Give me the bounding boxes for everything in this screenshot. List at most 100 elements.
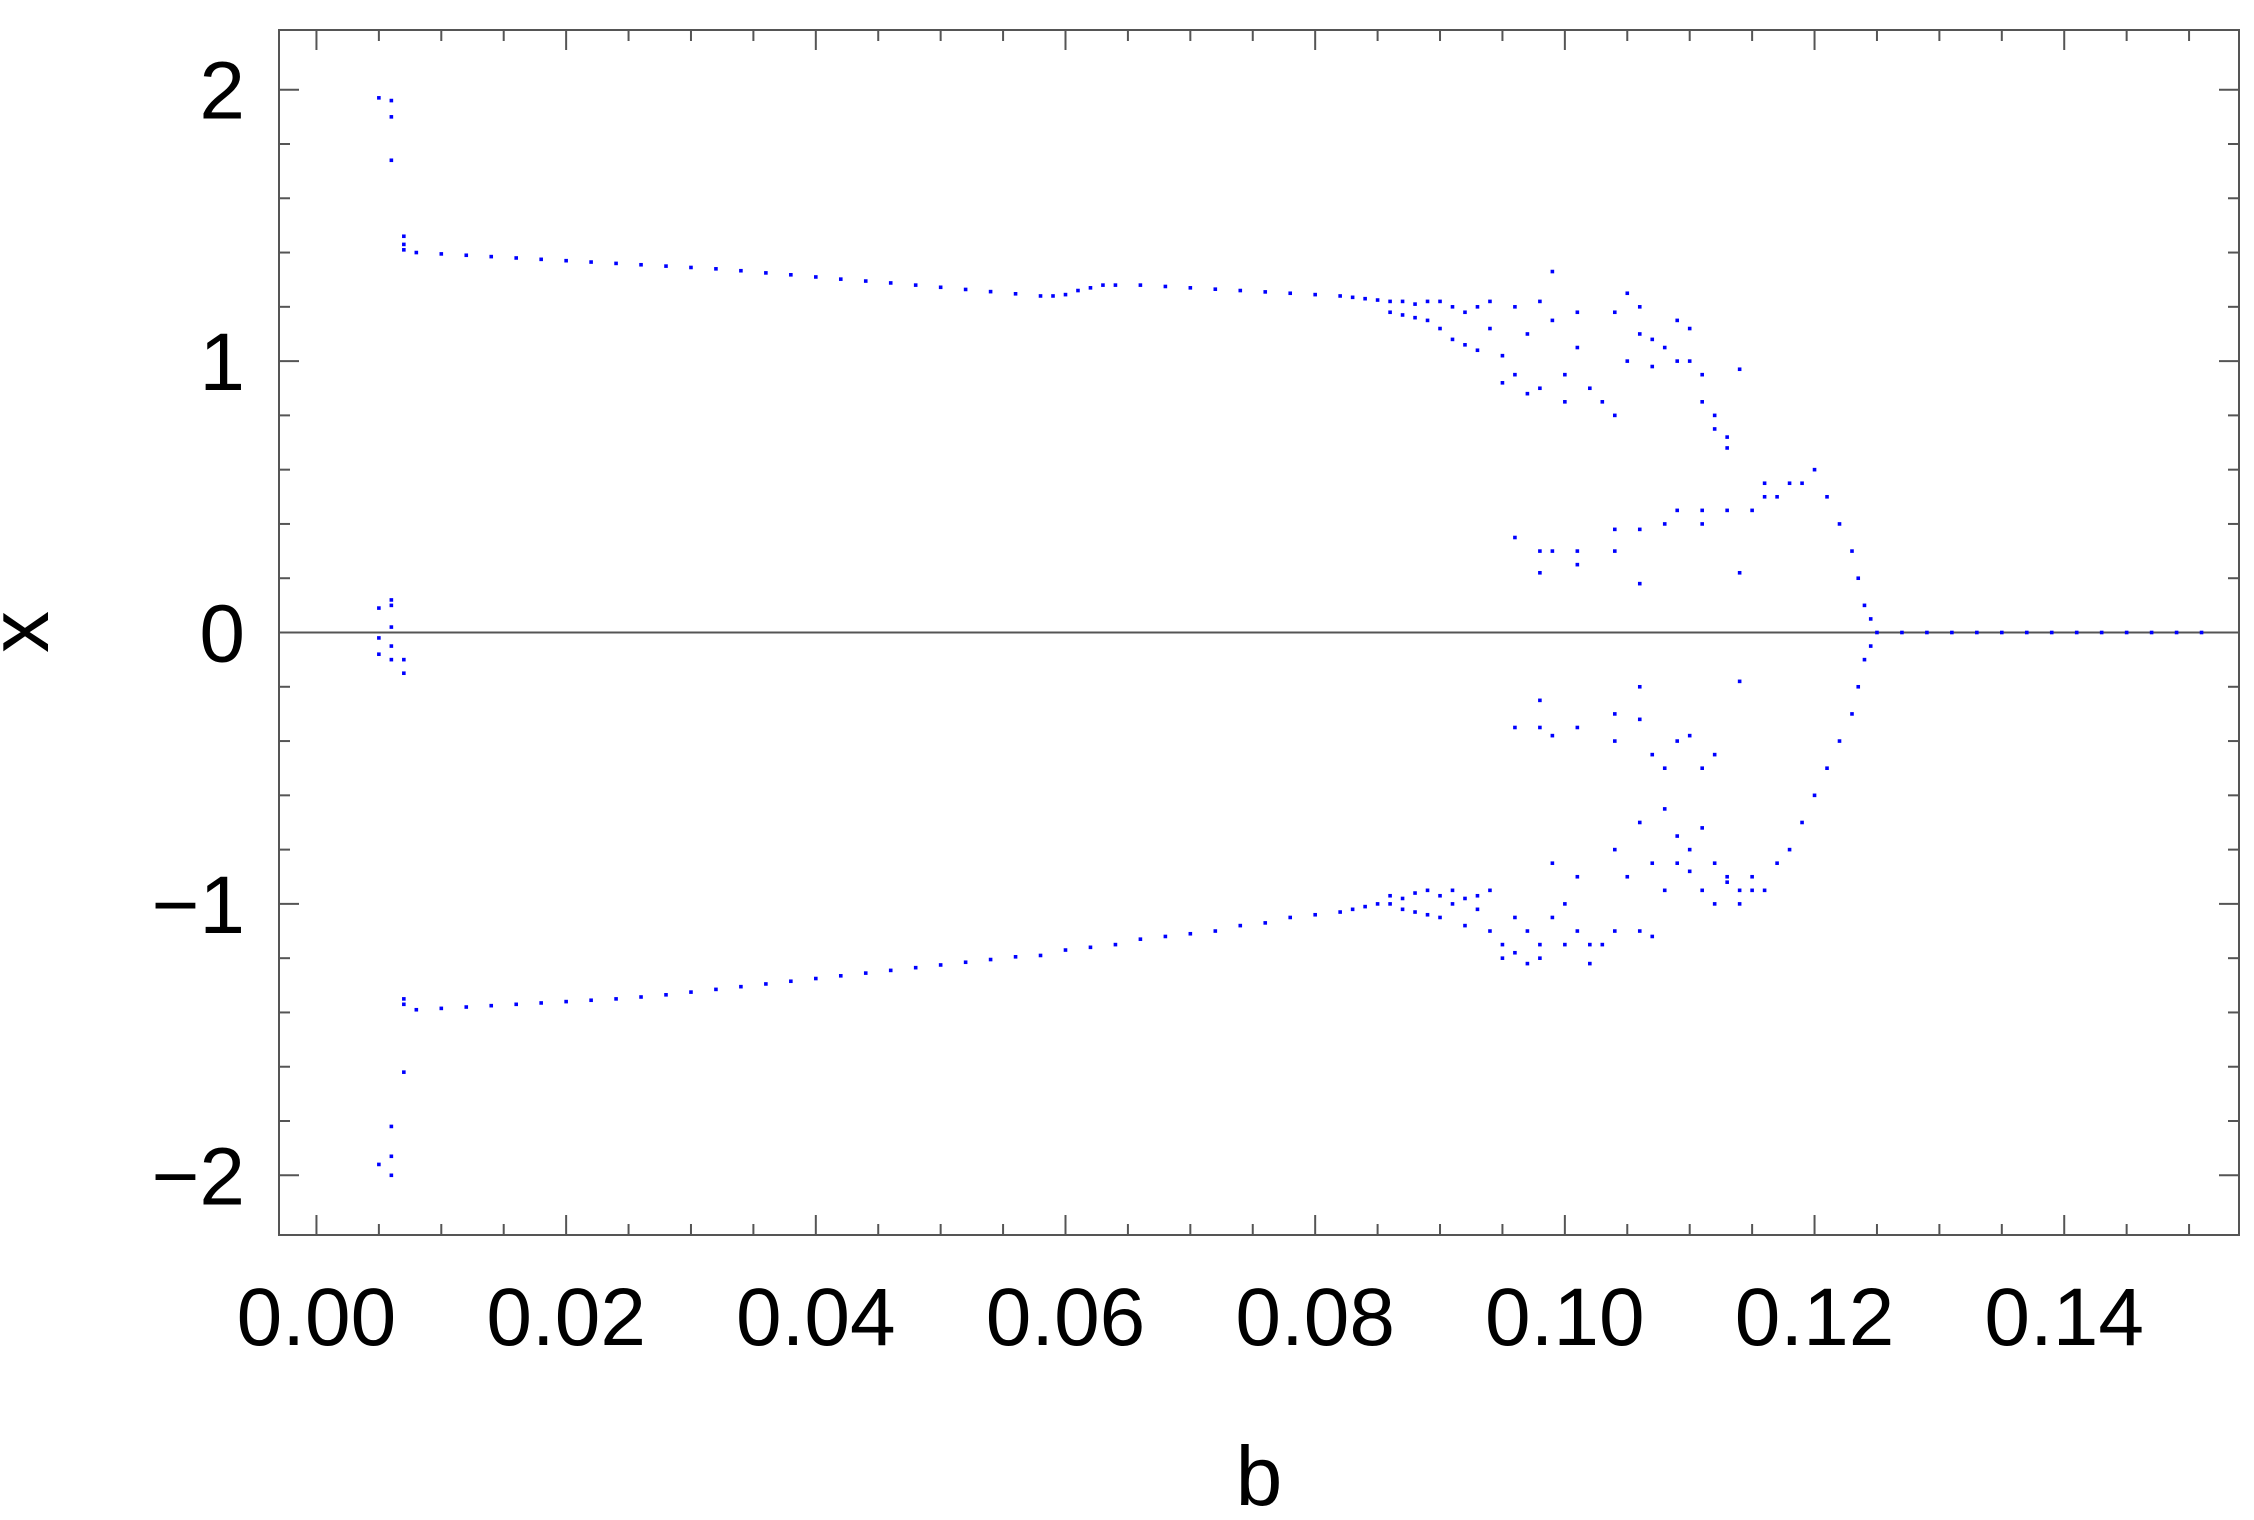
data-point: [389, 1124, 394, 1129]
data-point: [1588, 961, 1592, 966]
data-point: [614, 997, 618, 1001]
data-point: [1588, 942, 1592, 947]
data-point: [1700, 508, 1704, 513]
data-point: [402, 997, 406, 1001]
data-point: [1538, 698, 1542, 703]
data-point: [1737, 902, 1742, 906]
data-point: [1500, 956, 1505, 960]
data-point: [1625, 291, 1630, 296]
data-point: [1513, 915, 1517, 920]
data-point: [1787, 481, 1792, 486]
data-point: [1038, 953, 1043, 958]
data-point: [1051, 294, 1055, 298]
data-point: [1868, 617, 1873, 621]
data-point: [414, 250, 419, 255]
data-point: [1363, 904, 1367, 909]
data-point: [1737, 888, 1742, 893]
data-point: [1600, 400, 1605, 404]
data-point: [489, 1003, 494, 1008]
data-point: [1438, 893, 1442, 898]
data-point: [1575, 345, 1580, 350]
data-point: [1687, 869, 1692, 874]
data-point: [1063, 292, 1068, 297]
data-point: [664, 993, 668, 997]
data-point: [1856, 684, 1861, 689]
data-point: [1238, 288, 1243, 293]
data-point: [1513, 725, 1517, 730]
data-point: [1488, 326, 1492, 331]
data-point: [888, 968, 893, 973]
data-point: [1700, 888, 1704, 893]
data-point: [439, 1006, 444, 1011]
data-point: [1687, 847, 1692, 852]
data-point: [2074, 630, 2079, 635]
data-point: [1500, 381, 1505, 385]
data-point: [1650, 752, 1655, 757]
x-tick-label: 0.06: [986, 1272, 1146, 1363]
data-point: [938, 963, 943, 967]
data-point: [1475, 305, 1480, 309]
data-point: [1637, 820, 1642, 825]
data-point: [1538, 956, 1542, 960]
data-point: [1563, 372, 1567, 377]
data-point: [1413, 910, 1417, 914]
data-point: [1438, 299, 1442, 304]
data-point: [789, 272, 793, 277]
data-point: [1525, 332, 1530, 336]
data-point: [913, 965, 918, 970]
data-point: [1575, 562, 1580, 567]
data-point: [389, 1154, 394, 1159]
data-point: [1762, 495, 1767, 499]
data-point: [1463, 923, 1467, 928]
data-point: [1637, 684, 1642, 689]
data-point: [1737, 679, 1742, 684]
data-point: [439, 252, 444, 256]
data-point: [714, 267, 718, 271]
data-point: [739, 984, 743, 989]
data-point: [1700, 826, 1704, 830]
data-point: [1525, 961, 1530, 966]
data-point: [1363, 296, 1367, 301]
data-point: [789, 979, 793, 984]
data-point: [1687, 733, 1692, 738]
data-point: [1687, 326, 1692, 331]
x-tick-label: 0.04: [736, 1272, 896, 1363]
data-point: [838, 974, 843, 978]
data-point: [1263, 921, 1268, 925]
data-point: [814, 275, 818, 279]
data-point: [1413, 315, 1417, 320]
data-point: [1800, 481, 1804, 486]
data-point: [402, 242, 406, 247]
data-point: [1650, 364, 1655, 369]
data-point: [1388, 310, 1392, 315]
data-point: [1575, 874, 1580, 879]
data-point: [1400, 896, 1405, 901]
data-point: [1338, 294, 1342, 298]
data-point: [1575, 929, 1580, 933]
data-point: [1538, 725, 1542, 730]
y-tick-label: −1: [152, 860, 246, 951]
data-point: [1438, 915, 1442, 920]
data-point: [1500, 353, 1505, 358]
data-point: [1463, 896, 1467, 901]
x-tick-label: 0.02: [486, 1272, 646, 1363]
data-point: [1662, 888, 1667, 893]
data-point: [389, 1173, 394, 1178]
data-point: [1637, 929, 1642, 933]
data-point: [1625, 874, 1630, 879]
data-point: [1550, 318, 1555, 323]
data-point: [838, 277, 843, 281]
data-point: [1138, 937, 1143, 941]
data-point: [1463, 310, 1467, 315]
data-point: [1425, 318, 1430, 323]
data-point: [1700, 400, 1704, 404]
data-point: [1637, 717, 1642, 722]
data-point: [988, 957, 993, 962]
data-point: [1737, 367, 1742, 372]
data-point: [514, 1002, 518, 1007]
data-point: [1825, 766, 1829, 770]
data-point: [1563, 942, 1567, 947]
data-point: [2024, 630, 2029, 635]
data-point: [1612, 310, 1617, 315]
data-point: [963, 960, 968, 965]
